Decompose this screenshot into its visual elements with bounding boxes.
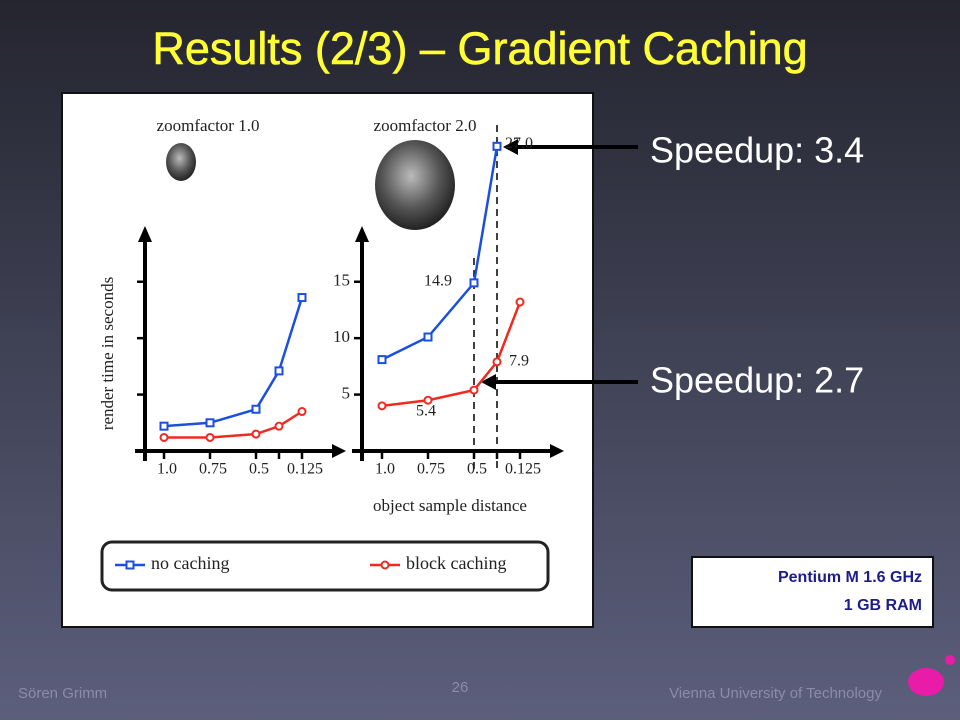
- marker: [492, 141, 502, 151]
- arrowhead: [481, 374, 496, 390]
- y-tick-label: 15: [333, 271, 350, 290]
- figure-frame: [61, 92, 594, 628]
- legend-marker: [380, 560, 390, 570]
- skull-large: [375, 140, 455, 230]
- marker: [469, 278, 479, 288]
- value-label: 27.0: [505, 135, 533, 152]
- marker: [377, 355, 387, 365]
- marker: [205, 432, 215, 442]
- footer-author: Sören Grimm: [18, 685, 107, 702]
- x-tick-label: 0.5: [249, 461, 269, 478]
- x-tick-label: 0.125: [505, 461, 541, 478]
- marker: [274, 421, 284, 431]
- x-tick-label: 0.75: [199, 461, 227, 478]
- legend-label: no caching: [151, 553, 229, 573]
- spec-box: [691, 556, 934, 628]
- x-axis-label: object sample distance: [373, 496, 527, 515]
- axis-arrow: [355, 226, 369, 242]
- value-label: 14.9: [424, 273, 452, 290]
- slide-title: Results (2/3) – Gradient Caching: [152, 23, 807, 74]
- axis-arrow: [332, 444, 346, 458]
- legend: [100, 540, 550, 592]
- legend-marker: [125, 560, 135, 570]
- marker: [492, 357, 502, 367]
- logo: [908, 668, 944, 696]
- y-tick-label: 10: [333, 327, 350, 346]
- value-label: 5.4: [416, 403, 436, 420]
- spec: 1 GB RAM: [844, 597, 922, 614]
- marker: [377, 401, 387, 411]
- marker: [251, 404, 261, 414]
- x-tick-label: 0.75: [417, 461, 445, 478]
- axis-arrow: [138, 226, 152, 242]
- marker: [297, 293, 307, 303]
- marker: [423, 395, 433, 405]
- y-tick-label: 5: [342, 383, 351, 402]
- annotation: Speedup: 3.4: [650, 130, 864, 171]
- x-tick-label: 1.0: [157, 461, 177, 478]
- marker: [469, 385, 479, 395]
- annotation: Speedup: 2.7: [650, 360, 864, 401]
- marker: [205, 418, 215, 428]
- x-tick-label: 0.5: [467, 461, 487, 478]
- footer-page: 26: [452, 679, 469, 696]
- legend-items: no caching block caching: [115, 553, 506, 573]
- marker: [159, 432, 169, 442]
- chart-title: zoomfactor 1.0: [157, 116, 260, 135]
- chart-title: zoomfactor 2.0: [374, 116, 477, 135]
- marker: [274, 366, 284, 376]
- axis-arrow: [550, 444, 564, 458]
- x-tick-label: 1.0: [375, 461, 395, 478]
- marker: [297, 407, 307, 417]
- logo: [945, 655, 955, 665]
- y-axis-label: render time in seconds: [98, 277, 117, 430]
- arrowhead: [503, 139, 518, 155]
- x-tick-label: 0.125: [287, 461, 323, 478]
- footer-institution: Vienna University of Technology: [669, 685, 882, 702]
- legend-label: block caching: [406, 553, 506, 573]
- skull-small: [166, 143, 196, 181]
- value-label: 7.9: [509, 353, 529, 370]
- series-line: [381, 146, 499, 361]
- marker: [423, 332, 433, 342]
- marker: [515, 297, 525, 307]
- marker: [159, 421, 169, 431]
- marker: [251, 429, 261, 439]
- spec: Pentium M 1.6 GHz: [778, 569, 922, 586]
